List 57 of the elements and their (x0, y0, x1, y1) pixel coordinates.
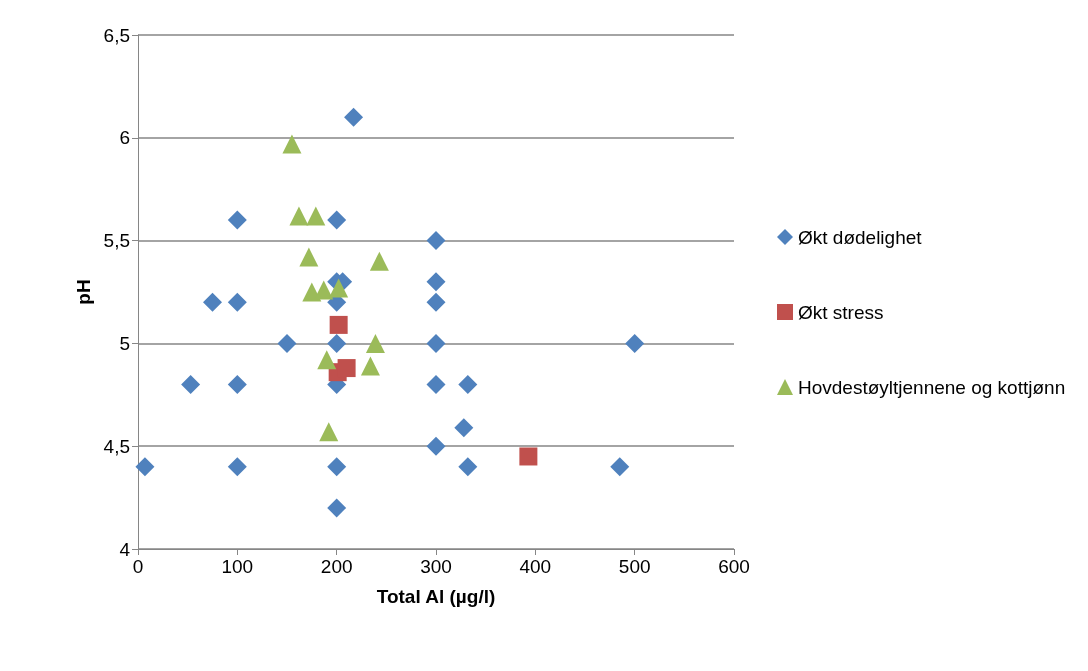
point (519, 447, 538, 466)
x-tick-label: 600 (718, 556, 750, 577)
point (426, 436, 446, 456)
point (181, 375, 201, 395)
point (227, 457, 247, 477)
point (135, 457, 155, 477)
point (317, 350, 337, 370)
point (319, 422, 339, 442)
x-tick-label: 200 (320, 556, 353, 577)
point (426, 272, 446, 292)
point (329, 278, 349, 298)
y-tick-label: 4 (119, 538, 131, 560)
point (458, 375, 478, 395)
point (282, 134, 302, 154)
point (426, 375, 446, 395)
y-axis-title: pH (72, 279, 94, 305)
point (327, 210, 347, 230)
point (369, 251, 389, 271)
x-axis-title: Total Al (µg/l) (376, 586, 496, 607)
point (227, 292, 247, 312)
x-tick-label: 500 (618, 556, 651, 577)
point (327, 498, 347, 518)
point (203, 292, 222, 312)
x-tick-label: 300 (420, 556, 452, 577)
point (344, 107, 364, 127)
point (625, 333, 645, 353)
x-tick-label: 0 (132, 556, 144, 577)
point (299, 247, 319, 267)
point (327, 333, 347, 353)
point (426, 333, 446, 353)
point (426, 292, 446, 312)
point (277, 333, 297, 353)
point (306, 206, 326, 226)
y-tick-label: 5 (119, 332, 130, 354)
x-tick-label: 100 (221, 556, 254, 577)
legend-label: Økt dødelighet (798, 226, 923, 248)
point (458, 457, 478, 477)
point (327, 457, 347, 477)
point (360, 356, 380, 376)
point (302, 282, 322, 302)
point (454, 418, 474, 438)
point (426, 231, 446, 251)
point (365, 333, 385, 353)
point (227, 210, 247, 230)
y-tick-label: 6 (119, 127, 130, 149)
y-tick-label: 4,5 (103, 435, 130, 457)
point (610, 457, 630, 477)
point (289, 206, 309, 226)
legend-label: Hovdestøyltjennene og kottjønn (798, 376, 1066, 398)
point (337, 359, 356, 378)
point (227, 375, 247, 395)
point (329, 315, 348, 334)
y-tick-label: 6,5 (103, 24, 130, 46)
x-tick-label: 400 (519, 556, 552, 577)
point (314, 280, 334, 300)
y-tick-label: 5,5 (103, 230, 130, 252)
legend-label: Økt stress (798, 301, 884, 323)
